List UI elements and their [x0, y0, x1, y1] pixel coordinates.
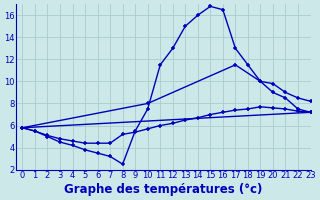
- X-axis label: Graphe des températures (°c): Graphe des températures (°c): [64, 183, 262, 196]
